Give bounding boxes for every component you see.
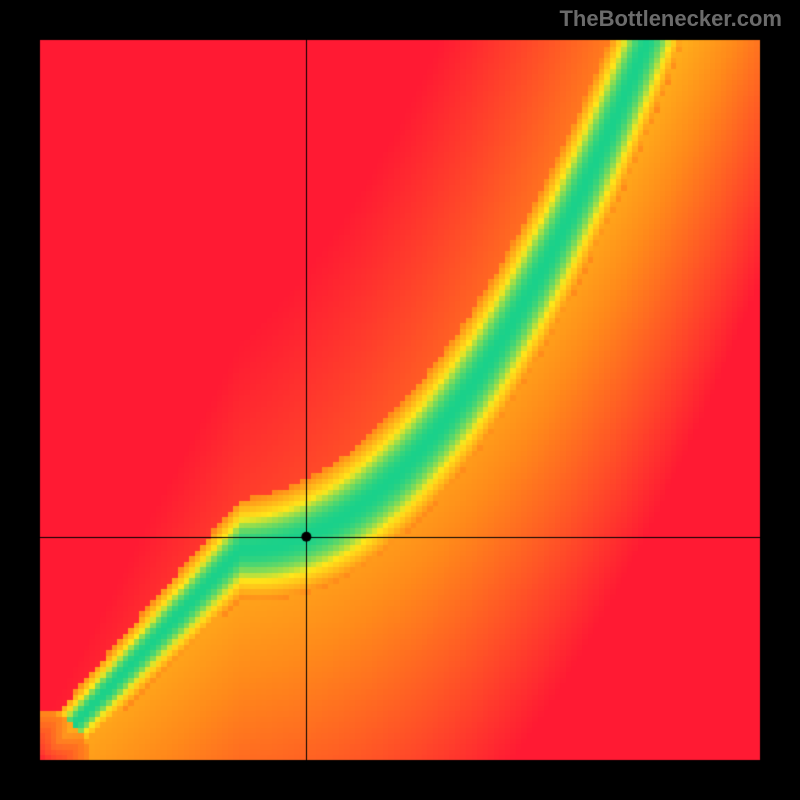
chart-container: TheBottlenecker.com (0, 0, 800, 800)
attribution-text: TheBottlenecker.com (559, 6, 782, 32)
bottleneck-heatmap (0, 0, 800, 800)
